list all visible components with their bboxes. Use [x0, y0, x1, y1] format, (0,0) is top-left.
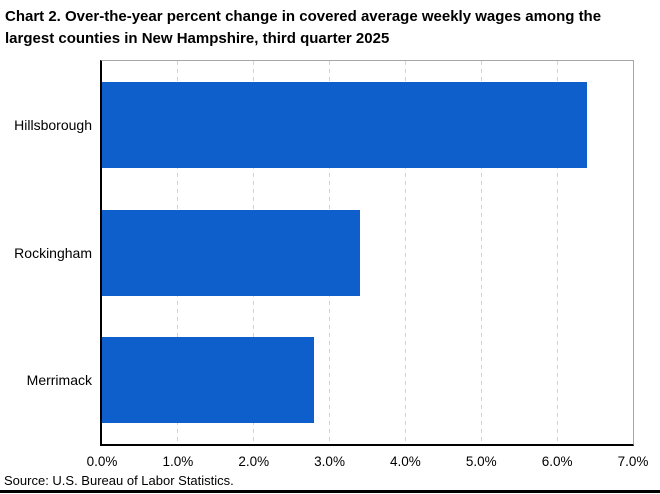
bar-hillsborough — [102, 81, 588, 168]
x-tick-label: 0.0% — [86, 454, 118, 469]
gridline — [556, 61, 558, 444]
gridline — [404, 61, 406, 444]
bar-rockingham — [102, 209, 360, 296]
chart-title-line1: Chart 2. Over-the-year percent change in… — [5, 8, 602, 25]
bar-merrimack — [102, 337, 315, 424]
chart-title-line2: largest counties in New Hampshire, third… — [5, 30, 390, 47]
category-labels: Hillsborough Rockingham Merrimack — [0, 61, 92, 444]
x-tick-label: 7.0% — [617, 454, 649, 469]
gridline — [480, 61, 482, 444]
x-tick-label: 5.0% — [465, 454, 497, 469]
x-tick-label: 6.0% — [541, 454, 573, 469]
source-note: Source: U.S. Bureau of Labor Statistics. — [4, 473, 234, 488]
category-label: Merrimack — [26, 372, 92, 389]
category-label: Rockingham — [14, 244, 92, 261]
x-tick-label: 1.0% — [162, 454, 194, 469]
category-label: Hillsborough — [14, 116, 92, 133]
x-tick-label: 2.0% — [238, 454, 270, 469]
x-tick-label: 4.0% — [390, 454, 421, 469]
chart-title: Chart 2. Over-the-year percent change in… — [5, 6, 655, 50]
x-axis-tick-labels: 0.0% 1.0% 2.0% 3.0% 4.0% 5.0% 6.0% 7.0% — [0, 454, 660, 472]
plot-area — [100, 60, 634, 446]
x-tick-label: 3.0% — [314, 454, 345, 469]
bottom-divider — [0, 490, 660, 493]
